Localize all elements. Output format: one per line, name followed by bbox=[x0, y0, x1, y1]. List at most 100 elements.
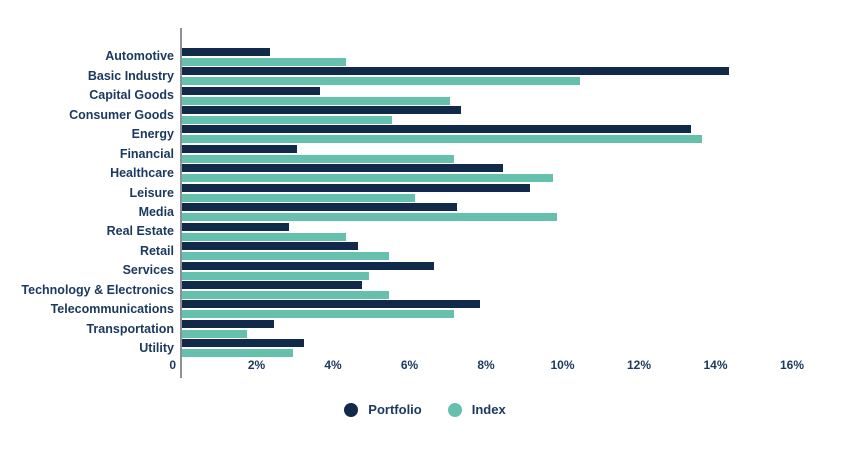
index-bar bbox=[182, 213, 557, 222]
portfolio-bar bbox=[182, 300, 481, 309]
index-bar bbox=[182, 193, 416, 202]
category-group: Retail bbox=[0, 241, 850, 261]
bar-pair bbox=[182, 222, 850, 241]
bar-pair bbox=[182, 203, 850, 222]
category-label: Telecommunications bbox=[50, 302, 174, 317]
category-group: Technology & Electronics bbox=[0, 280, 850, 299]
category-label: Transportation bbox=[86, 321, 174, 336]
legend-item-index: Index bbox=[447, 402, 506, 417]
category-group: Leisure bbox=[0, 183, 850, 202]
category-label: Real Estate bbox=[106, 224, 174, 239]
index-bar bbox=[182, 77, 580, 86]
index-swatch-icon bbox=[447, 402, 462, 417]
portfolio-bar bbox=[182, 339, 305, 348]
index-bar bbox=[182, 57, 347, 66]
portfolio-bar bbox=[182, 144, 297, 153]
index-bar bbox=[182, 96, 450, 105]
category-group: Real Estate bbox=[0, 222, 850, 241]
x-tick-label: 14% bbox=[703, 358, 728, 372]
legend-label-index: Index bbox=[471, 402, 506, 417]
index-bar bbox=[182, 154, 454, 163]
bar-pair bbox=[182, 319, 850, 338]
bar-pair bbox=[182, 67, 850, 86]
portfolio-bar bbox=[182, 106, 462, 115]
category-group: Media bbox=[0, 203, 850, 222]
bar-pair bbox=[182, 339, 850, 358]
portfolio-bar bbox=[182, 183, 531, 192]
bar-pair bbox=[182, 47, 850, 66]
bar-pair bbox=[182, 164, 850, 183]
category-label: Retail bbox=[139, 243, 174, 258]
category-label: Leisure bbox=[129, 185, 174, 200]
category-group: Telecommunications bbox=[0, 300, 850, 319]
x-tick-label: 10% bbox=[550, 358, 575, 372]
y-axis-line bbox=[180, 28, 182, 378]
index-bar bbox=[182, 174, 554, 183]
portfolio-bar bbox=[182, 261, 435, 270]
index-bar bbox=[182, 116, 393, 125]
portfolio-bar bbox=[182, 164, 504, 173]
category-group: Energy bbox=[0, 125, 850, 144]
legend-item-portfolio: Portfolio bbox=[344, 402, 422, 417]
x-tick-label: 16% bbox=[779, 358, 805, 372]
category-group: Transportation bbox=[0, 319, 850, 338]
portfolio-bar bbox=[182, 280, 362, 289]
category-group: Financial bbox=[0, 144, 850, 163]
x-tick-label: 12% bbox=[626, 358, 652, 372]
category-label: Utility bbox=[139, 341, 174, 356]
category-label: Healthcare bbox=[110, 166, 174, 181]
category-label: Services bbox=[122, 263, 174, 278]
category-group: Capital Goods bbox=[0, 86, 850, 105]
index-bar bbox=[182, 135, 703, 144]
category-label: Technology & Electronics bbox=[21, 282, 174, 297]
bar-pair bbox=[182, 106, 850, 125]
category-label: Media bbox=[138, 204, 174, 219]
x-tick-label: 0 bbox=[169, 358, 176, 372]
x-tick-label: 8% bbox=[477, 358, 495, 372]
portfolio-bar bbox=[182, 319, 274, 328]
category-group: Basic Industry bbox=[0, 66, 850, 86]
bar-pair bbox=[182, 183, 850, 202]
bar-groups: Automotive Basic Industry Capital Goods Con… bbox=[0, 47, 850, 358]
category-label: Basic Industry bbox=[87, 68, 174, 83]
category-label: Energy bbox=[131, 127, 174, 142]
bar-pair bbox=[182, 144, 850, 163]
category-label: Automotive bbox=[105, 49, 174, 64]
portfolio-bar bbox=[182, 222, 290, 231]
portfolio-swatch-icon bbox=[344, 402, 359, 417]
bar-pair bbox=[182, 300, 850, 319]
category-label: Capital Goods bbox=[89, 88, 174, 103]
category-group: Automotive bbox=[0, 47, 850, 66]
portfolio-bar bbox=[182, 242, 358, 251]
x-axis-tick-labels: 0 2% 4% 6% 8% 10% 12% 14% 16% bbox=[0, 358, 850, 376]
portfolio-bar bbox=[182, 67, 729, 76]
index-bar bbox=[182, 271, 370, 280]
x-tick-label: 4% bbox=[324, 358, 342, 372]
category-group: Consumer Goods bbox=[0, 105, 850, 125]
bar-pair bbox=[182, 125, 850, 144]
index-bar bbox=[182, 252, 389, 261]
category-label: Consumer Goods bbox=[69, 107, 174, 122]
index-bar bbox=[182, 290, 389, 299]
portfolio-bar bbox=[182, 125, 691, 134]
index-bar bbox=[182, 349, 293, 358]
portfolio-bar bbox=[182, 86, 320, 95]
portfolio-bar bbox=[182, 203, 458, 212]
bar-pair bbox=[182, 280, 850, 299]
portfolio-bar bbox=[182, 47, 270, 56]
index-bar bbox=[182, 232, 347, 241]
category-group: Healthcare bbox=[0, 164, 850, 183]
category-group: Services bbox=[0, 261, 850, 280]
category-label: Financial bbox=[119, 146, 174, 161]
legend-label-portfolio: Portfolio bbox=[368, 402, 422, 417]
bar-pair bbox=[182, 86, 850, 105]
index-bar bbox=[182, 329, 248, 338]
chart-legend: Portfolio Index bbox=[0, 402, 850, 417]
category-group: Utility bbox=[0, 339, 850, 358]
x-tick-label: 2% bbox=[247, 358, 266, 372]
bar-pair bbox=[182, 261, 850, 280]
index-bar bbox=[182, 310, 454, 319]
x-tick-label: 6% bbox=[400, 358, 419, 372]
bar-pair bbox=[182, 242, 850, 261]
